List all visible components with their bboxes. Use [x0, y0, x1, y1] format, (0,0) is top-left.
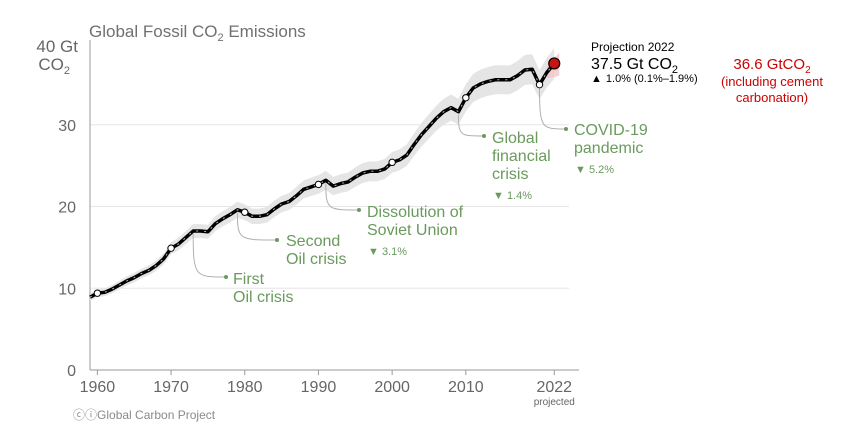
footer-text: Global Carbon Project	[97, 408, 216, 422]
data-point	[167, 244, 175, 252]
uncertainty-band-area	[90, 48, 555, 301]
chart-title: Global Fossil CO2 Emissions	[89, 22, 306, 44]
data-point	[388, 158, 396, 167]
alt-projection-note-line1: (including cement	[721, 74, 823, 89]
annotation-dot	[357, 208, 361, 212]
annotation-label: Oil crisis	[286, 251, 346, 268]
annotation-change: ▼ 1.4%	[493, 190, 532, 202]
annotation-label: Second	[286, 233, 340, 250]
annotation-dot	[224, 275, 228, 279]
x-tick-sublabel: projected	[534, 397, 575, 408]
annotation-label: crisis	[492, 166, 528, 183]
y-tick-label: 10	[58, 281, 76, 298]
annotation-leader	[192, 234, 227, 278]
annotation-change: ▼ 3.1%	[368, 246, 407, 258]
y-axis-label-line2: CO2	[38, 55, 70, 77]
x-tick-label: 1960	[80, 379, 116, 396]
annotation-label: pandemic	[574, 140, 643, 157]
annotation-label: COVID-19	[574, 122, 648, 139]
annotation-leader	[325, 183, 360, 211]
annotation-dot	[564, 127, 568, 131]
annotation-dot	[482, 134, 486, 138]
alt-projection-value: 36.6 GtCO2	[733, 56, 811, 76]
annotation-leaders	[192, 87, 568, 279]
x-tick-label: 2022	[536, 379, 572, 396]
y-ticks: 0 10 20 30	[58, 118, 76, 380]
emissions-line-highlight	[89, 63, 555, 298]
data-point	[93, 289, 102, 297]
alt-projection-note-line2: carbonation)	[736, 90, 808, 105]
y-axis-label-line1: 40 Gt	[36, 37, 78, 56]
y-tick-label: 0	[67, 363, 76, 380]
data-point	[241, 208, 249, 216]
annotation-label: financial	[492, 148, 551, 165]
license-icon: ⓒⓘ	[73, 408, 98, 422]
data-point	[535, 80, 544, 89]
annotation-leader	[236, 212, 278, 241]
x-tick-label: 2010	[448, 379, 484, 396]
footer-credit: ⓒⓘGlobal Carbon Project	[73, 406, 215, 423]
annotation-leader	[457, 114, 485, 137]
annotation-label: Oil crisis	[233, 289, 293, 306]
x-tick-label: 2000	[374, 379, 410, 396]
annotation-leader	[539, 87, 567, 130]
annotation-label: Soviet Union	[367, 222, 458, 239]
annotation-dot	[275, 238, 279, 242]
y-tick-label: 30	[58, 118, 76, 135]
annotation-label: First	[233, 271, 265, 288]
data-point	[314, 180, 323, 189]
data-point	[462, 94, 470, 102]
annotation-change: ▼ 5.2%	[575, 164, 614, 176]
projection-header: Projection 2022	[591, 40, 675, 54]
y-tick-label: 20	[58, 200, 76, 217]
annotation-label: Dissolution of	[367, 204, 464, 221]
emissions-series	[89, 57, 561, 299]
projection-box: Projection 2022 37.5 Gt CO2 ▲ 1.0% (0.1%–…	[591, 40, 823, 105]
x-tick-label: 1970	[153, 379, 189, 396]
x-tick-label: 1990	[301, 379, 337, 396]
projection-point	[548, 57, 561, 70]
projection-value: 37.5 Gt CO2	[591, 56, 678, 76]
projection-change: ▲ 1.0% (0.1%–1.9%)	[591, 73, 698, 85]
x-tick-label: 1980	[227, 379, 263, 396]
annotation-label: Global	[492, 130, 538, 147]
